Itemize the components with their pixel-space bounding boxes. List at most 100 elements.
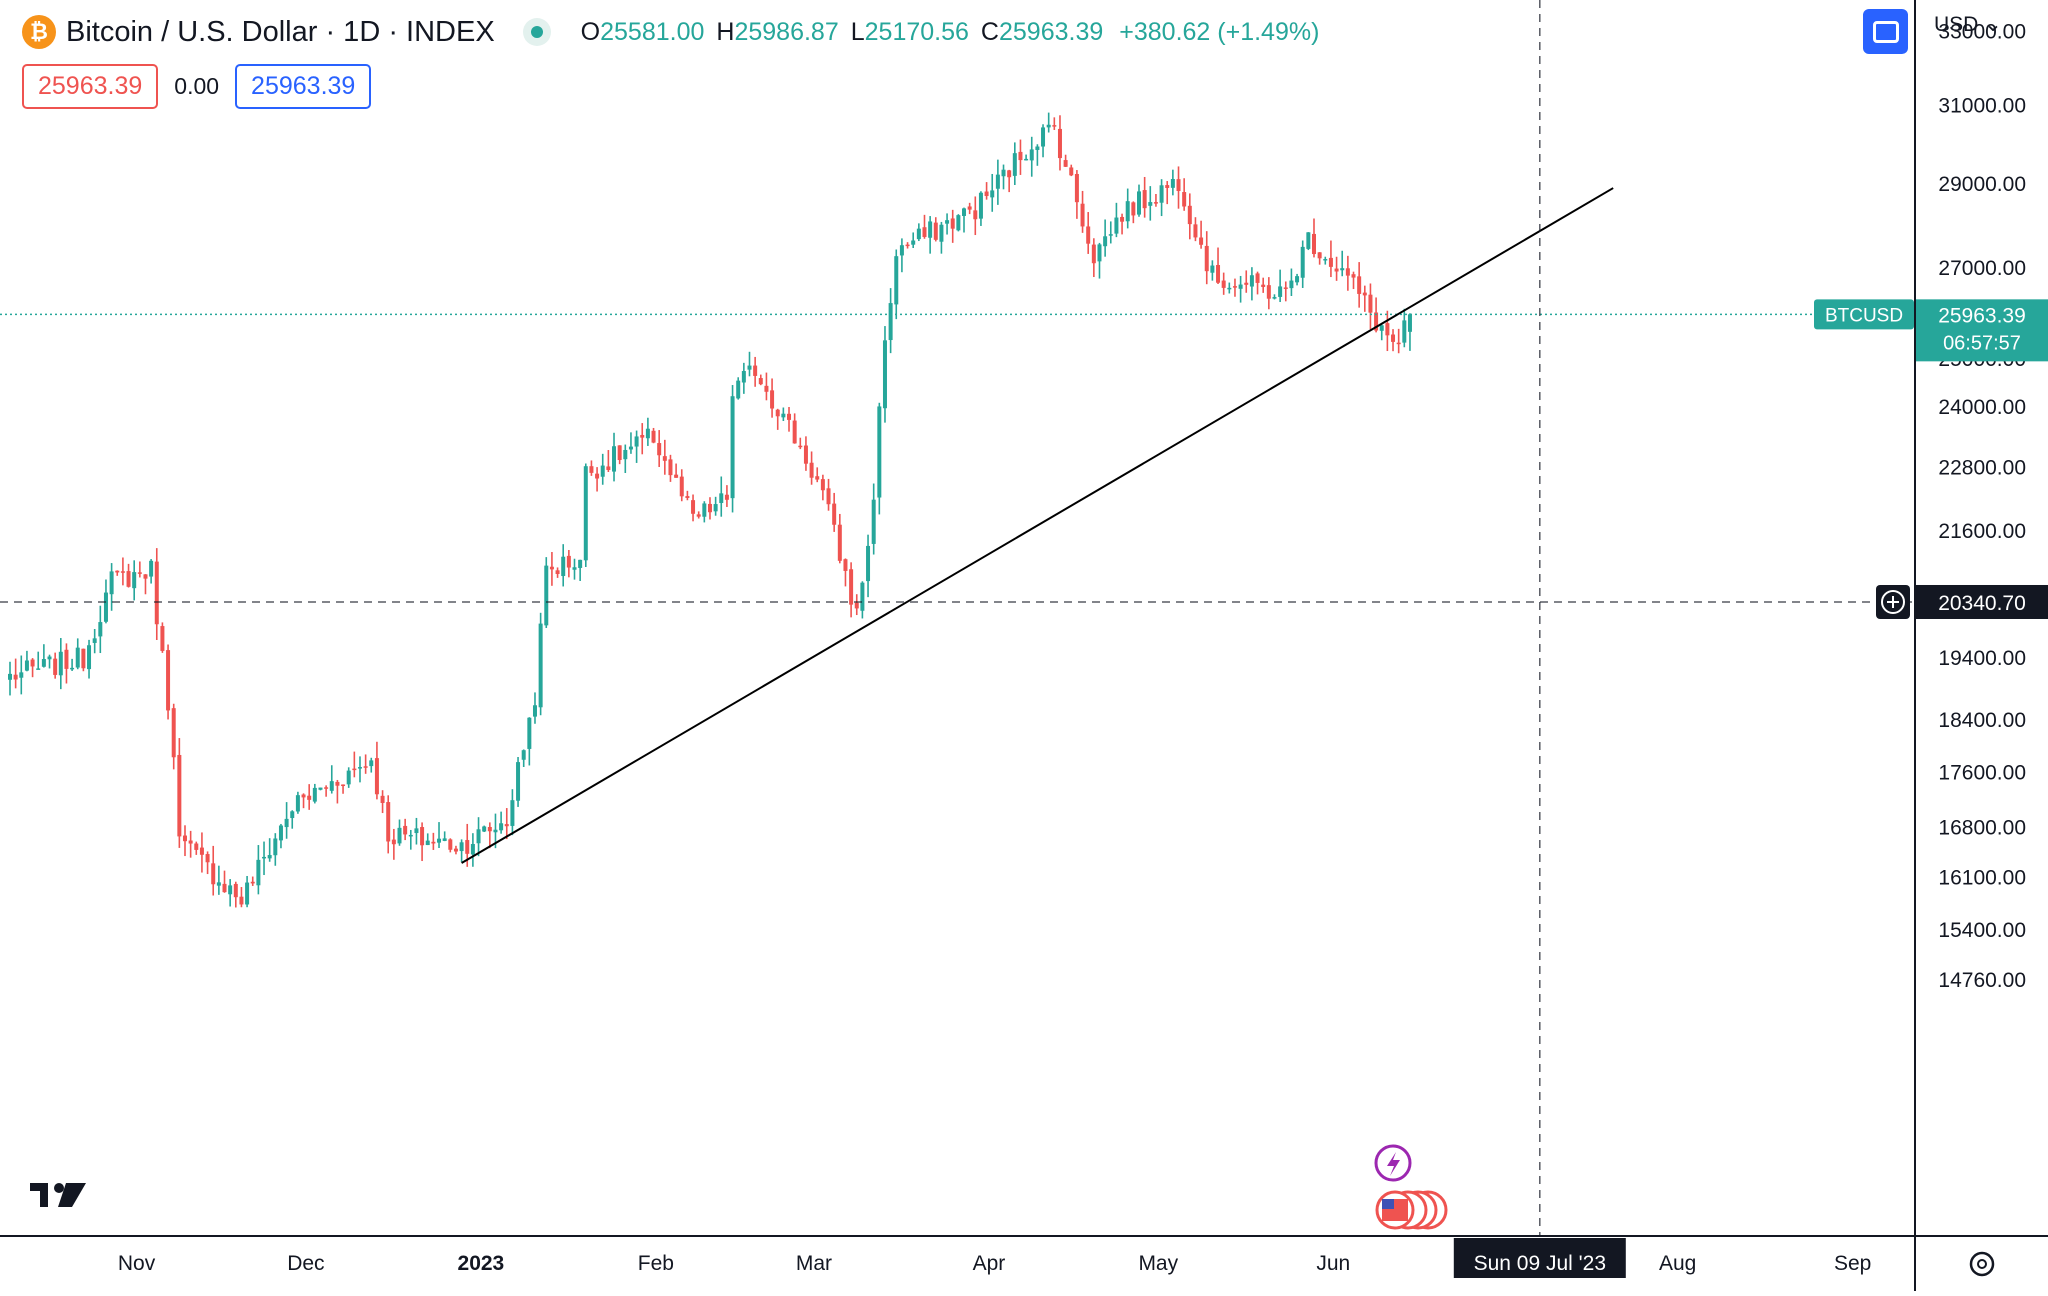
market-status-icon[interactable] xyxy=(522,18,551,46)
candle-body xyxy=(1199,237,1204,245)
candle-body xyxy=(561,556,566,577)
y-tick-label: 19400.00 xyxy=(1938,647,2026,670)
candle-body xyxy=(295,795,300,812)
candle-body xyxy=(363,766,368,768)
lightning-bolt-icon xyxy=(1387,1152,1400,1176)
candle-body xyxy=(1368,294,1373,313)
candle-body xyxy=(41,659,46,667)
ohlc-legend: O25581.00 H25986.87 L25170.56 C25963.39 xyxy=(581,18,1104,47)
crosshair-price-label: 20340.70 xyxy=(1938,592,2026,615)
candle-body xyxy=(741,371,746,383)
chart-layout-button[interactable] xyxy=(1863,9,1908,54)
tv-logo-bar-icon xyxy=(30,1183,48,1191)
candle-body xyxy=(916,228,921,240)
candle-body xyxy=(262,856,267,859)
candle-body xyxy=(882,340,887,409)
trendline xyxy=(461,187,1614,864)
candle-body xyxy=(307,795,312,800)
candle-body xyxy=(1317,252,1322,259)
candle-body xyxy=(482,826,487,832)
candle-body xyxy=(1159,185,1164,203)
candle-body xyxy=(374,758,379,795)
candle-body xyxy=(521,750,526,760)
candle-body xyxy=(555,570,560,574)
candle-body xyxy=(978,192,983,219)
candle-body xyxy=(414,828,419,834)
candle-body xyxy=(645,428,650,439)
candle-body xyxy=(685,496,690,498)
candle-body xyxy=(956,215,961,231)
candle-body xyxy=(239,896,244,905)
candle-body xyxy=(1407,314,1412,332)
candle-body xyxy=(1125,201,1130,222)
candle-body xyxy=(837,524,842,561)
candle-body xyxy=(442,838,447,841)
candle-body xyxy=(154,561,159,625)
candle-body xyxy=(499,823,504,831)
candle-body xyxy=(888,303,893,341)
candle-body xyxy=(70,667,75,670)
candle-body xyxy=(380,795,385,803)
candle-body xyxy=(860,582,865,611)
y-tick-label: 22800.00 xyxy=(1938,456,2026,479)
candle-body xyxy=(719,493,724,504)
candle-body xyxy=(250,881,255,884)
candle-body xyxy=(1097,244,1102,262)
candle-body xyxy=(1187,205,1192,225)
candle-body xyxy=(899,245,904,256)
candle-body xyxy=(1374,312,1379,331)
y-tick-label: 16800.00 xyxy=(1938,816,2026,839)
y-tick-label: 21600.00 xyxy=(1938,520,2026,543)
candle-body xyxy=(578,559,583,568)
candle-body xyxy=(1351,274,1356,278)
candle-body xyxy=(922,227,927,237)
crosshair-price-label-bg xyxy=(1916,584,2048,619)
candle-body xyxy=(832,503,837,525)
candle-body xyxy=(1328,257,1333,267)
candle-body xyxy=(984,191,989,197)
tv-logo-slash-icon xyxy=(58,1183,86,1207)
candle-body xyxy=(1091,244,1096,264)
candle-body xyxy=(1052,125,1057,127)
candle-body xyxy=(950,218,955,229)
symbol-title[interactable]: Bitcoin / U.S. Dollar · 1D · INDEX xyxy=(66,15,495,48)
price-change: +380.62 (+1.49%) xyxy=(1119,17,1320,46)
candle-body xyxy=(544,565,549,626)
x-tick-label: Jun xyxy=(1316,1252,1350,1275)
candle-body xyxy=(973,210,978,220)
last-price-label-bg xyxy=(1916,299,2048,362)
candle-body xyxy=(487,827,492,832)
candle-body xyxy=(391,839,396,845)
open-value: 25581.00 xyxy=(600,17,705,46)
close-label: C xyxy=(980,17,999,46)
last-price-label: 25963.39 xyxy=(1938,304,2026,327)
candle-body xyxy=(324,787,329,789)
candle-body xyxy=(188,840,193,844)
candle-body xyxy=(854,602,859,609)
candle-body xyxy=(1283,287,1288,289)
candle-body xyxy=(1216,265,1221,283)
candle-body xyxy=(606,466,611,470)
candle-body xyxy=(1266,285,1271,299)
high-label: H xyxy=(716,17,735,46)
candle-body xyxy=(1210,265,1215,273)
currency-menu[interactable]: USD ⌄ xyxy=(1934,12,2002,37)
candle-body xyxy=(318,787,323,790)
settings-gear-icon xyxy=(1969,1251,1995,1277)
candle-body xyxy=(1300,246,1305,278)
candle-body xyxy=(1170,179,1175,188)
candle-body xyxy=(583,466,588,561)
candle-body xyxy=(256,859,261,886)
candle-body xyxy=(143,574,148,579)
candle-body xyxy=(674,474,679,478)
candle-body xyxy=(967,206,972,210)
x-tick-label: Nov xyxy=(118,1252,156,1275)
candle-body xyxy=(1114,217,1119,234)
candle-body xyxy=(990,190,995,198)
y-tick-label: 31000.00 xyxy=(1938,94,2026,117)
candle-body xyxy=(335,781,340,786)
candle-body xyxy=(103,592,108,622)
candle-body xyxy=(216,882,221,886)
candle-body xyxy=(357,767,362,769)
